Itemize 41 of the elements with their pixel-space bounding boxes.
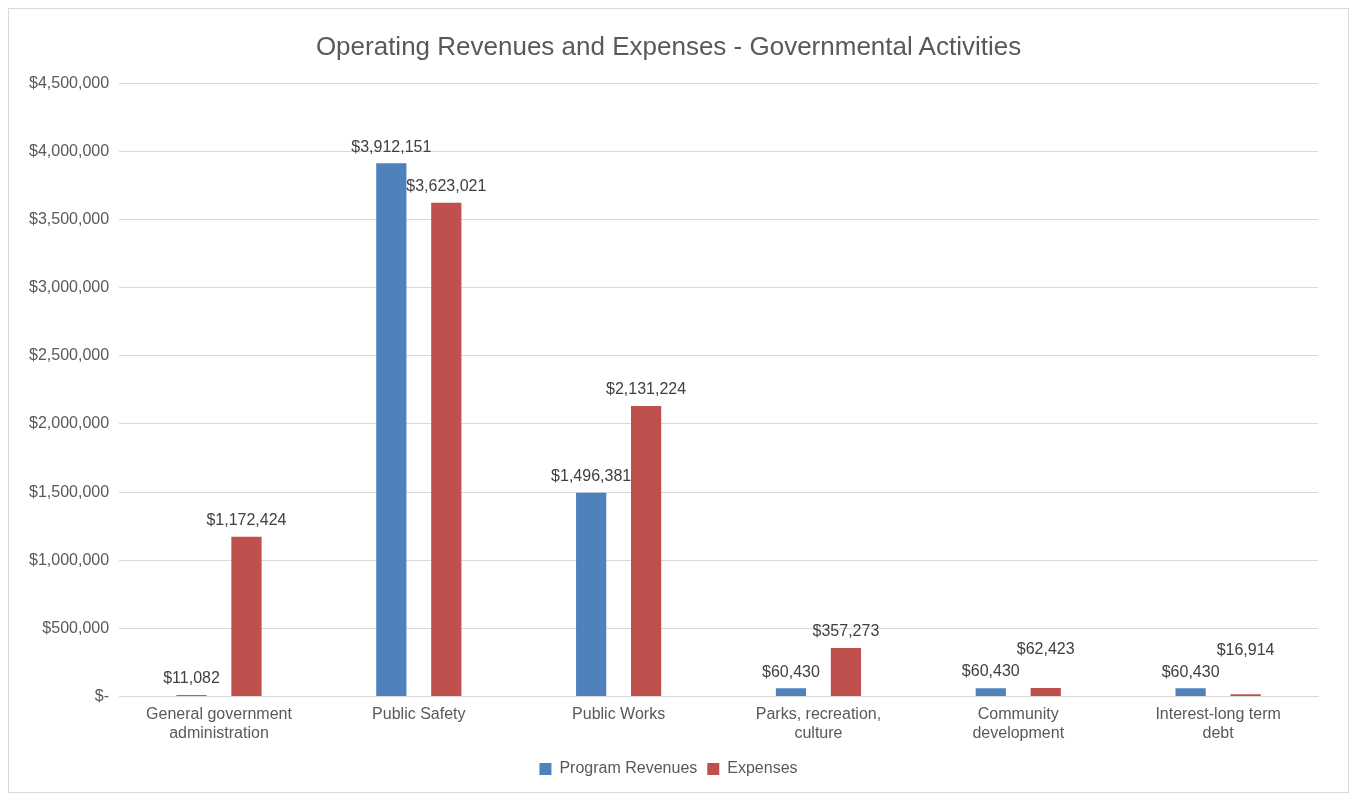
data-label: $60,430 [961, 662, 1020, 680]
data-label: $1,496,381 [551, 467, 632, 485]
data-label: $60,430 [1161, 662, 1220, 680]
y-tick-label: $- [94, 687, 110, 705]
bar [1030, 688, 1061, 697]
x-tick-label: Parks, recreation, culture [755, 704, 882, 741]
y-tick-label: $500,000 [42, 618, 110, 636]
bar [431, 202, 462, 697]
bar [376, 163, 407, 697]
y-tick-label: $2,000,000 [29, 414, 110, 432]
data-label: $3,912,151 [351, 137, 432, 155]
y-tick-label: $3,000,000 [29, 278, 110, 296]
legend-label: Program Revenues [559, 759, 698, 777]
data-label: $60,430 [762, 662, 820, 680]
x-tick-label: Community development [972, 704, 1065, 741]
data-label: $357,273 [812, 622, 880, 640]
bar [975, 688, 1006, 697]
bar [231, 536, 262, 697]
data-label: $16,914 [1216, 640, 1275, 658]
legend-label: Expenses [727, 759, 798, 777]
x-tick-label: Public Works [572, 704, 666, 722]
bar [630, 406, 662, 697]
y-tick-label: $1,000,000 [29, 550, 110, 568]
y-tick-label: $4,500,000 [29, 73, 110, 91]
data-label: $2,131,224 [606, 380, 687, 398]
data-label: $11,082 [163, 669, 220, 687]
data-label: $62,423 [1016, 640, 1075, 658]
chart-title: Operating Revenues and Expenses - Governmental Activities [315, 30, 1022, 61]
y-tick-label: $2,500,000 [29, 346, 110, 364]
x-tick-label: Interest-long term debt [1155, 704, 1281, 741]
data-label: $1,172,424 [206, 511, 287, 529]
y-tick-label: $4,000,000 [29, 141, 110, 159]
bar [1175, 688, 1206, 697]
y-tick-label: $3,500,000 [29, 209, 110, 227]
x-tick-label: General government administration [146, 704, 293, 741]
data-label: $3,623,021 [406, 177, 487, 195]
y-tick-label: $1,500,000 [29, 482, 110, 500]
bar [830, 647, 862, 697]
bar [775, 688, 807, 697]
bar [576, 492, 607, 697]
x-tick-label: Public Safety [372, 704, 466, 722]
